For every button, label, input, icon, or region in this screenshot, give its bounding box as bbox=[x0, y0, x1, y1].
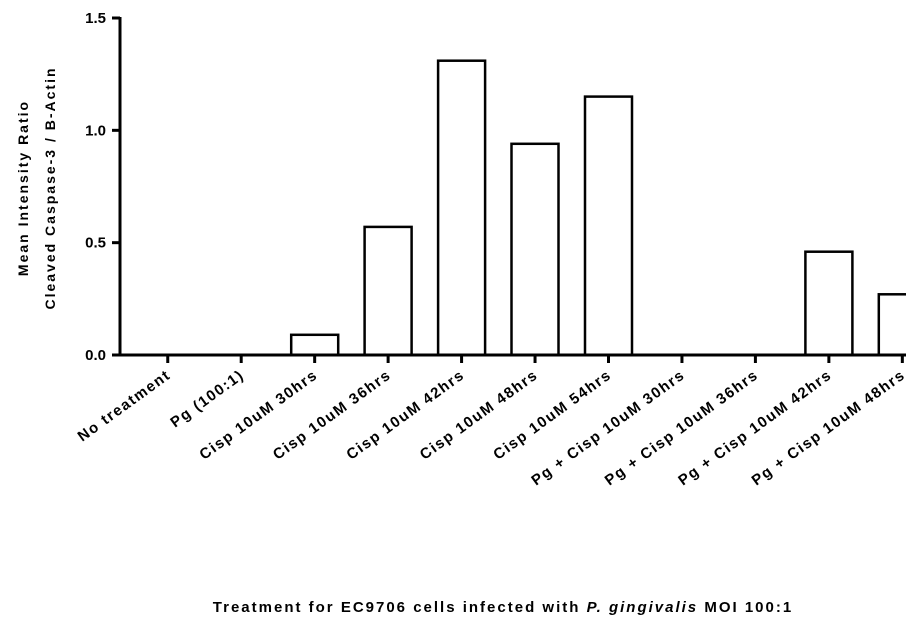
bar-10 bbox=[804, 250, 854, 357]
x-tick-label: No treatment bbox=[75, 366, 174, 445]
y-axis-title-line2: Cleaved Caspase-3 / B-Actin bbox=[42, 66, 58, 309]
y-tick-label: 0.0 bbox=[85, 347, 106, 364]
y-tick-label: 0.5 bbox=[85, 235, 106, 252]
bar-7 bbox=[583, 95, 634, 357]
y-tick-label: 1.5 bbox=[85, 10, 106, 27]
bar-3 bbox=[289, 333, 340, 357]
axes-group bbox=[118, 17, 906, 357]
y-ticks-group: 0.0 0.5 1.0 1.5 bbox=[85, 10, 120, 364]
x-tick-label: Cisp 10uM 42hrs bbox=[343, 366, 468, 463]
x-axis-title-italic: P. gingivalis bbox=[587, 599, 699, 616]
bar-6 bbox=[510, 142, 560, 357]
bar-4 bbox=[363, 225, 413, 357]
x-axis-title-prefix: Treatment for EC9706 cells infected with bbox=[213, 599, 587, 616]
x-tick-label: Cisp 10uM 54hrs bbox=[490, 366, 615, 463]
x-axis-title: Treatment for EC9706 cells infected with… bbox=[213, 599, 793, 616]
x-tick-label: Cisp 10uM 30hrs bbox=[196, 366, 321, 463]
bar-5 bbox=[436, 59, 487, 357]
bar-11 bbox=[877, 293, 906, 357]
y-axis-title: Mean Intensity Ratio Cleaved Caspase-3 /… bbox=[15, 66, 58, 309]
x-tick-label: Cisp 10uM 48hrs bbox=[417, 366, 542, 463]
x-axis-title-suffix: MOI 100:1 bbox=[698, 599, 793, 616]
y-tick-label: 1.0 bbox=[85, 122, 106, 139]
bars-group bbox=[289, 59, 906, 357]
x-tick-label: Cisp 10uM 36hrs bbox=[270, 366, 395, 463]
y-axis-title-line1: Mean Intensity Ratio bbox=[15, 100, 31, 276]
